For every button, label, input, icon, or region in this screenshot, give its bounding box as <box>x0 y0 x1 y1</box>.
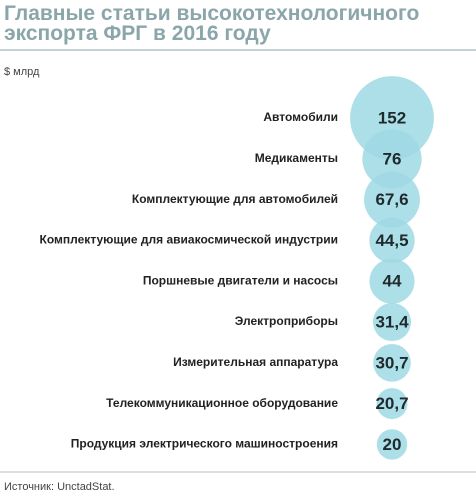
chart-title-line-1: Главные статьи высокотехнологичного <box>4 2 419 25</box>
value-label: 67,6 <box>375 190 408 209</box>
value-label: 30,7 <box>375 353 408 372</box>
category-label: Автомобили <box>263 110 338 124</box>
bubble <box>373 343 411 382</box>
value-label: 152 <box>378 108 406 127</box>
bubble <box>369 258 415 304</box>
category-label: Измерительная аппаратура <box>173 355 338 369</box>
value-label: 20,7 <box>375 394 408 413</box>
value-label: 44,5 <box>375 231 408 250</box>
category-label: Электроприборы <box>235 314 338 328</box>
source-note: Источник: UnctadStat. <box>4 481 115 493</box>
value-label: 76 <box>383 149 402 168</box>
value-label: 31,4 <box>375 312 409 331</box>
category-label: Комплектующие для авиакосмической индуст… <box>40 233 338 247</box>
category-label: Комплектующие для автомобилей <box>132 192 338 206</box>
bubble <box>364 171 420 228</box>
chart-title-line-2: экспорта ФРГ в 2016 году <box>4 22 271 45</box>
value-label: 44 <box>383 272 402 291</box>
category-label: Поршневые двигатели и насосы <box>143 273 338 287</box>
category-label: Продукция электрического машиностроения <box>71 437 338 451</box>
category-label: Медикаменты <box>255 151 338 165</box>
unit-label: $ млрд <box>4 66 40 78</box>
value-label: 20 <box>383 435 402 454</box>
bubble <box>369 217 415 264</box>
bubble <box>362 129 422 189</box>
bubble <box>376 388 408 420</box>
bubble <box>376 429 408 460</box>
bubble <box>372 302 412 342</box>
category-label: Телекоммуникационное оборудование <box>106 396 338 410</box>
